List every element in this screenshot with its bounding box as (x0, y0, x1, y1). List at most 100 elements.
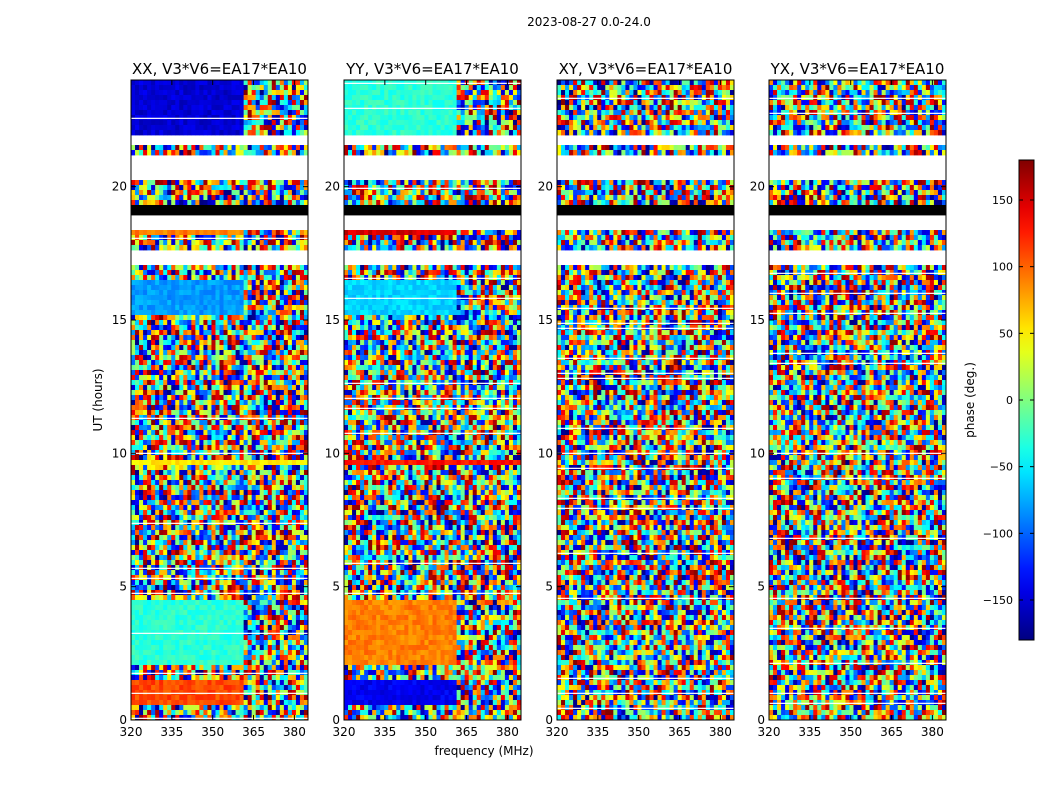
heatmap-cell (151, 385, 156, 391)
heatmap-cell (131, 715, 136, 721)
heatmap-cell (271, 550, 277, 556)
heatmap-cell (211, 435, 216, 441)
heatmap-cell (255, 455, 261, 461)
heatmap-cell (299, 555, 305, 561)
heatmap-cell (135, 715, 140, 721)
heatmap-cell (191, 80, 196, 86)
heatmap-cell (215, 565, 220, 571)
heatmap-cell (259, 370, 265, 376)
heatmap-cell (227, 265, 232, 271)
heatmap-cell (139, 430, 144, 436)
heatmap-cell (191, 680, 196, 686)
heatmap-cell (195, 420, 200, 426)
heatmap-cell (271, 715, 277, 721)
heatmap-cell (231, 435, 236, 441)
heatmap-cell (255, 605, 261, 611)
heatmap-cell (155, 395, 160, 401)
heatmap-cell (203, 500, 208, 506)
heatmap-cell (191, 510, 196, 516)
heatmap-cell (279, 675, 285, 681)
heatmap-cell (263, 610, 269, 616)
heatmap-cell (227, 600, 232, 606)
heatmap-cell (231, 120, 236, 126)
heatmap-cell (175, 570, 180, 576)
heatmap-cell (239, 425, 245, 431)
heatmap-cell (139, 650, 144, 656)
heatmap-cell (271, 600, 277, 606)
heatmap-cell (223, 150, 228, 156)
heatmap-cell (291, 290, 297, 296)
heatmap-cell (199, 695, 204, 701)
heatmap-cell (303, 475, 309, 481)
heatmap-cell (175, 450, 180, 456)
heatmap-cell (267, 580, 273, 586)
heatmap-cell (263, 245, 269, 251)
heatmap-cell (211, 540, 216, 546)
heatmap-cell (155, 620, 160, 626)
heatmap-cell (235, 100, 241, 106)
heatmap-cell (195, 470, 200, 476)
heatmap-cell (287, 185, 293, 191)
heatmap-cell (159, 335, 164, 341)
heatmap-cell (211, 330, 216, 336)
heatmap-cell (179, 200, 184, 206)
heatmap-cell (287, 700, 293, 706)
heatmap-cell (235, 495, 241, 501)
heatmap-cell (283, 185, 289, 191)
heatmap-cell (259, 605, 265, 611)
heatmap-cell (291, 535, 297, 541)
heatmap-cell (167, 705, 172, 711)
heatmap-cell (279, 525, 285, 531)
heatmap-cell (147, 540, 152, 546)
heatmap-cell (271, 95, 277, 101)
heatmap-cell (195, 310, 200, 316)
heatmap-cell (263, 615, 269, 621)
heatmap-cell (279, 275, 285, 281)
heatmap-cell (183, 345, 188, 351)
heatmap-cell (271, 285, 277, 291)
heatmap-cell (147, 535, 152, 541)
heatmap-cell (227, 690, 232, 696)
heatmap-cell (183, 200, 188, 206)
heatmap-cell (259, 675, 265, 681)
heatmap-cell (299, 545, 305, 551)
heatmap-cell (163, 645, 168, 651)
heatmap-cell (199, 525, 204, 531)
heatmap-cell (251, 555, 257, 561)
heatmap-cell (299, 190, 305, 196)
heatmap-cell (207, 570, 212, 576)
heatmap-cell (267, 625, 273, 631)
heatmap-cell (219, 425, 224, 431)
heatmap-cell (195, 620, 200, 626)
heatmap-cell (231, 705, 236, 711)
heatmap-cell (147, 440, 152, 446)
heatmap-cell (267, 145, 273, 151)
heatmap-cell (195, 295, 200, 301)
heatmap-cell (191, 115, 196, 121)
heatmap-cell (275, 455, 281, 461)
heatmap-cell (155, 690, 160, 696)
heatmap-cell (223, 80, 228, 86)
heatmap-cell (171, 610, 176, 616)
heatmap-cell (151, 275, 156, 281)
heatmap-cell (303, 370, 309, 376)
heatmap-cell (159, 330, 164, 336)
heatmap-cell (187, 120, 192, 126)
heatmap-cell (175, 680, 180, 686)
heatmap-cell (195, 710, 200, 716)
heatmap-cell (175, 390, 180, 396)
heatmap-cell (147, 245, 152, 251)
heatmap-cell (155, 185, 160, 191)
heatmap-cell (247, 455, 253, 461)
heatmap-cell (155, 330, 160, 336)
heatmap-cell (211, 335, 216, 341)
heatmap-cell (167, 275, 172, 281)
heatmap-cell (247, 575, 253, 581)
heatmap-cell (139, 235, 144, 241)
heatmap-cell (211, 550, 216, 556)
heatmap-cell (263, 150, 269, 156)
heatmap-cell (287, 190, 293, 196)
heatmap-cell (147, 415, 152, 421)
heatmap-cell (219, 280, 224, 286)
heatmap-cell (227, 355, 232, 361)
